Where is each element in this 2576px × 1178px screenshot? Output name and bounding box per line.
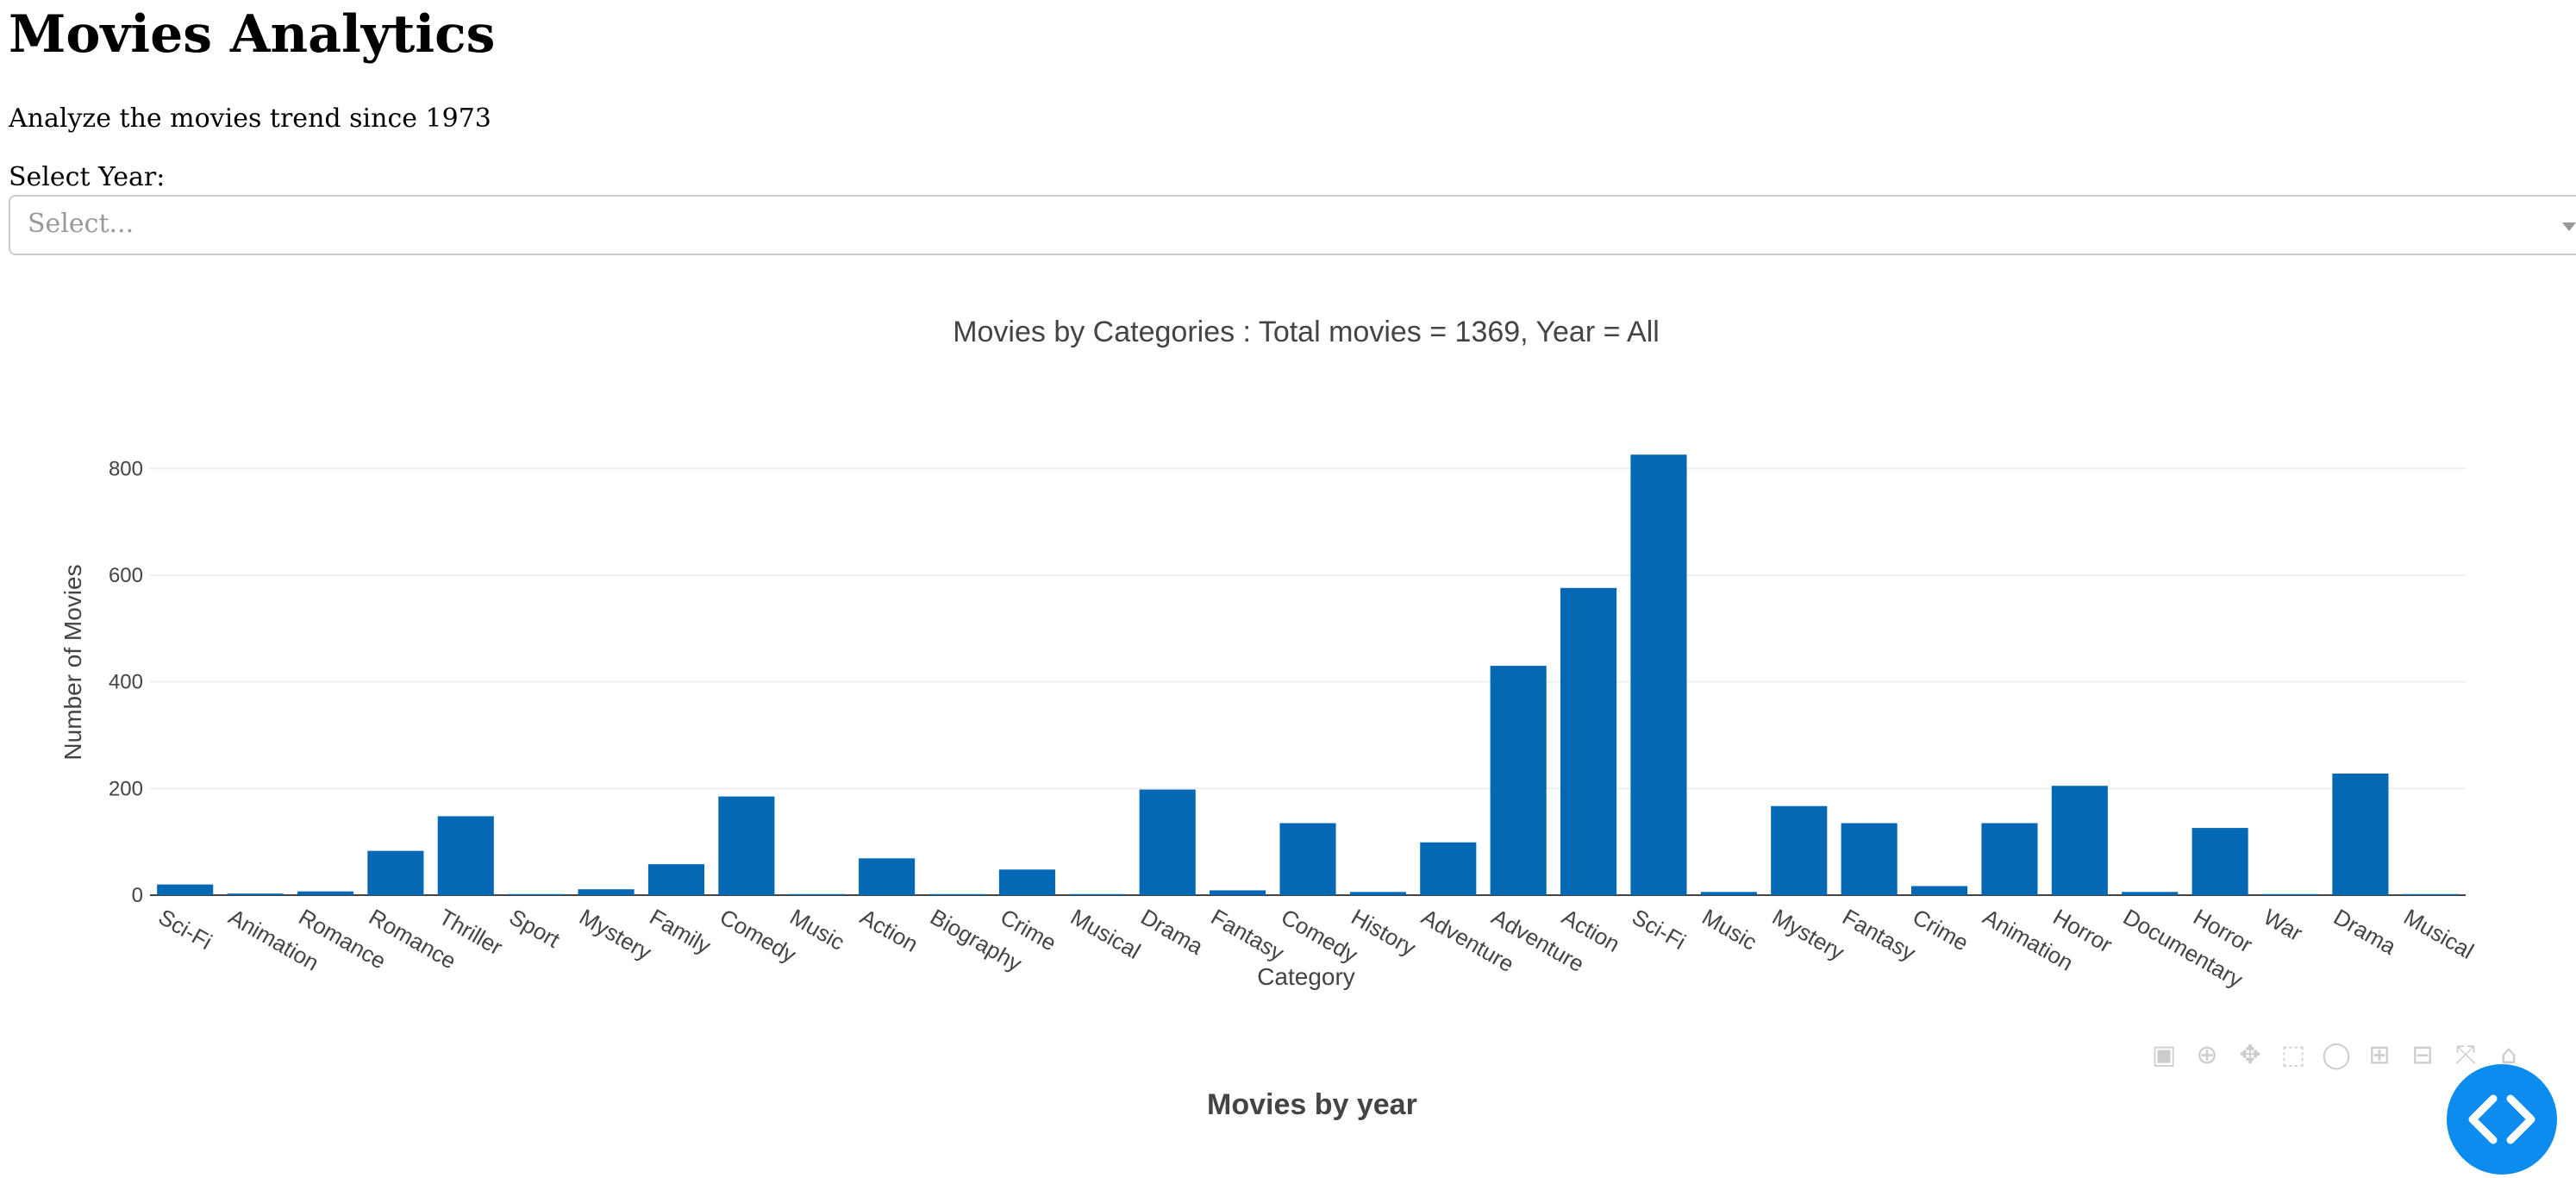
chart-title: Movies by Categories : Total movies = 13…	[953, 316, 1660, 348]
zoom-out-icon[interactable]: ⊟	[2411, 1040, 2434, 1070]
x-tick-label: Comedy	[716, 904, 801, 968]
x-tick-label: Sci-Fi	[1628, 904, 1691, 955]
reset-axes-icon[interactable]: ⌂	[2500, 1040, 2517, 1070]
bar-30[interactable]	[2261, 893, 2319, 895]
bar-22[interactable]	[1700, 892, 1757, 895]
x-tick-label: Drama	[1136, 904, 1208, 960]
x-tick-label: Action	[856, 904, 923, 957]
x-tick-label: Comedy	[1277, 904, 1362, 968]
bar-11[interactable]	[928, 893, 985, 895]
x-tick-label: Fantasy	[1207, 904, 1289, 966]
bar-0[interactable]	[157, 884, 214, 895]
second-chart-title: Movies by year	[1207, 1088, 1417, 1121]
bar-12[interactable]	[998, 869, 1055, 895]
x-tick-label: Drama	[2329, 904, 2401, 960]
x-tick-label: Sci-Fi	[154, 904, 217, 955]
bar-25[interactable]	[1910, 886, 1968, 895]
zoom-in-icon[interactable]: ⊞	[2368, 1040, 2391, 1070]
x-tick-label: Mystery	[575, 904, 656, 965]
bar-6[interactable]	[578, 889, 635, 895]
camera-icon[interactable]: ▣	[2151, 1040, 2177, 1070]
x-tick-label: Crime	[1909, 904, 1973, 956]
code-toggle-button[interactable]	[2447, 1064, 2557, 1175]
bar-32[interactable]	[2402, 893, 2459, 895]
autoscale-icon[interactable]: ⤧	[2455, 1040, 2476, 1070]
chart-modebar: ▣ ⊕ ✥ ⬚ ◯ ⊞ ⊟ ⤧ ⌂	[2147, 1038, 2526, 1073]
bar-28[interactable]	[2122, 892, 2179, 895]
page-subtitle: Analyze the movies trend since 1973	[9, 103, 491, 134]
page-title: Movies Analytics	[9, 4, 496, 65]
x-tick-label: Family	[645, 904, 715, 959]
bar-15[interactable]	[1210, 890, 1266, 895]
y-tick-label: 0	[132, 884, 143, 907]
bar-5[interactable]	[508, 893, 565, 895]
box-select-icon[interactable]: ⬚	[2280, 1040, 2306, 1070]
bar-14[interactable]	[1139, 789, 1196, 895]
bar-13[interactable]	[1069, 893, 1126, 895]
bar-9[interactable]	[788, 893, 845, 895]
y-tick-label: 400	[109, 671, 143, 694]
zoom-icon[interactable]: ⊕	[2196, 1040, 2218, 1070]
bar-10[interactable]	[859, 858, 916, 895]
bar-18[interactable]	[1420, 842, 1477, 895]
year-select[interactable]: Select...	[9, 195, 2576, 255]
bar-1[interactable]	[227, 893, 284, 895]
lasso-icon[interactable]: ◯	[2322, 1040, 2351, 1070]
category-bar-chart: Movies by Categories : Total movies = 13…	[59, 316, 2479, 993]
bar-24[interactable]	[1841, 823, 1898, 895]
year-select-label: Select Year:	[9, 162, 166, 192]
x-tick-label: Music	[1698, 904, 1761, 956]
year-select-placeholder: Select...	[28, 209, 134, 239]
bar-21[interactable]	[1630, 454, 1687, 895]
bar-2[interactable]	[297, 891, 354, 895]
y-tick-label: 800	[109, 457, 143, 480]
code-icon	[2468, 1094, 2535, 1144]
bar-17[interactable]	[1349, 892, 1406, 895]
x-tick-label: Musical	[1066, 904, 1145, 964]
x-tick-label: War	[2260, 904, 2308, 946]
bar-31[interactable]	[2332, 774, 2389, 895]
bar-20[interactable]	[1560, 587, 1617, 895]
bar-23[interactable]	[1771, 805, 1828, 895]
bar-19[interactable]	[1490, 666, 1547, 895]
y-ticks: 0 200 400 600 800	[109, 457, 143, 907]
bars-layer	[157, 454, 2459, 895]
bar-29[interactable]	[2191, 828, 2248, 895]
chevron-down-icon[interactable]	[2562, 222, 2576, 231]
bar-8[interactable]	[718, 796, 775, 895]
bar-4[interactable]	[437, 816, 494, 895]
bar-16[interactable]	[1279, 823, 1336, 895]
bar-27[interactable]	[2051, 786, 2108, 895]
x-tick-label: Sport	[505, 904, 565, 953]
x-tick-label: Fantasy	[1838, 904, 1920, 966]
x-tick-label: Musical	[2399, 904, 2478, 964]
pan-icon[interactable]: ✥	[2239, 1040, 2261, 1070]
y-tick-label: 200	[109, 777, 143, 800]
bar-3[interactable]	[367, 850, 424, 895]
y-tick-label: 600	[109, 564, 143, 587]
x-axis-title: Category	[1257, 963, 1355, 990]
bar-7[interactable]	[647, 864, 705, 895]
y-axis-title: Number of Movies	[59, 564, 86, 760]
bar-26[interactable]	[1981, 823, 2038, 895]
x-tick-label: Mystery	[1768, 904, 1849, 965]
